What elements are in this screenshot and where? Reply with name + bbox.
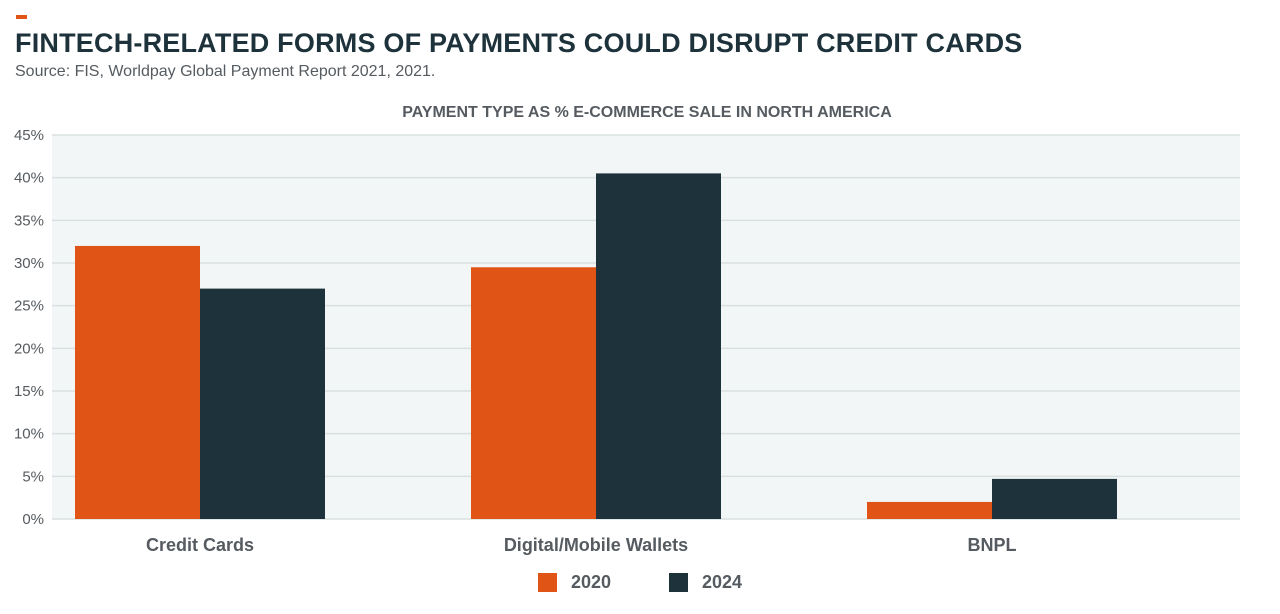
legend-swatch bbox=[537, 573, 557, 592]
bar-2020 bbox=[75, 245, 200, 519]
chart-title: PAYMENT TYPE AS % E-COMMERCE SALE IN NOR… bbox=[402, 104, 892, 121]
bar-2020 bbox=[471, 267, 596, 519]
x-axis: Credit Cards Digital/Mobile Wallets BNPL bbox=[146, 535, 1017, 555]
bar-2024 bbox=[596, 173, 721, 519]
y-tick-label: 25% bbox=[14, 298, 44, 315]
x-tick-label: Digital/Mobile Wallets bbox=[504, 535, 688, 555]
legend-swatch bbox=[669, 573, 688, 592]
x-tick-label: BNPL bbox=[968, 535, 1017, 555]
y-tick-label: 10% bbox=[14, 426, 44, 443]
y-tick-label: 45% bbox=[14, 127, 44, 144]
legend-label: 2020 bbox=[570, 572, 611, 592]
bar-2024 bbox=[200, 288, 325, 519]
y-axis: 0% 5% 10% 15% 20% 25% 30% 35% 40% 45% bbox=[14, 127, 44, 528]
x-tick-label: Credit Cards bbox=[146, 535, 254, 555]
bar-2024 bbox=[992, 478, 1117, 519]
y-tick-label: 30% bbox=[14, 255, 44, 272]
y-tick-label: 35% bbox=[14, 212, 44, 229]
legend-label: 2024 bbox=[702, 572, 743, 592]
y-tick-label: 15% bbox=[14, 383, 44, 400]
legend-item-2020: 2020 bbox=[537, 572, 611, 593]
bars bbox=[75, 173, 1117, 519]
y-tick-label: 20% bbox=[14, 340, 44, 357]
page-title: FINTECH-RELATED FORMS OF PAYMENTS COULD … bbox=[15, 28, 1023, 58]
accent-bar bbox=[16, 15, 27, 19]
y-tick-label: 0% bbox=[22, 511, 44, 528]
y-tick-label: 5% bbox=[22, 468, 44, 485]
legend: 2020 2024 bbox=[0, 572, 1280, 593]
source-subtitle: Source: FIS, Worldpay Global Payment Rep… bbox=[15, 63, 436, 80]
legend-item-2024: 2024 bbox=[669, 572, 742, 593]
y-tick-label: 40% bbox=[14, 170, 44, 187]
bar-2020 bbox=[867, 501, 992, 519]
